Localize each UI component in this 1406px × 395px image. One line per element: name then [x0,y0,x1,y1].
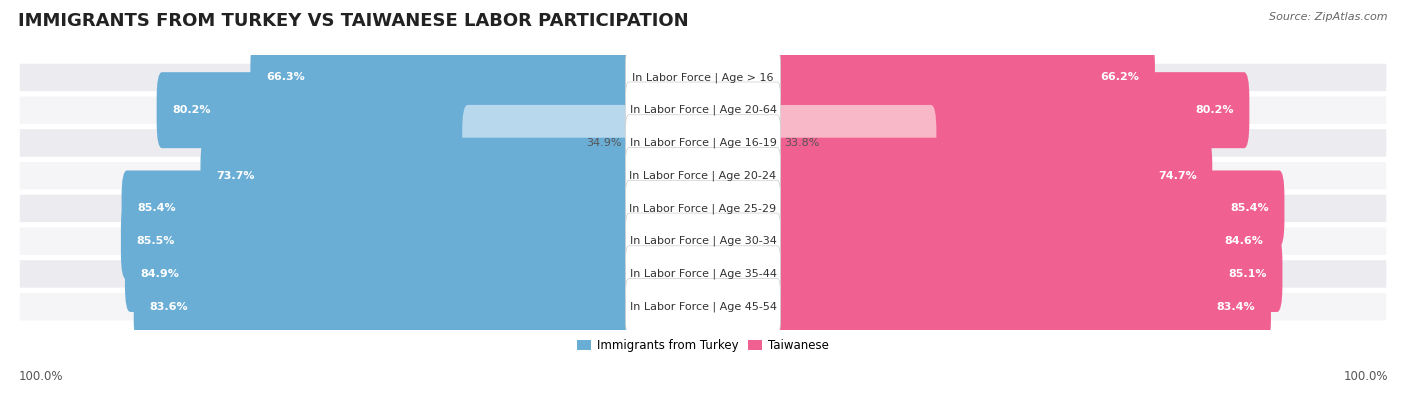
FancyBboxPatch shape [772,171,1285,246]
Text: 85.4%: 85.4% [1230,203,1268,213]
Text: 73.7%: 73.7% [217,171,254,181]
FancyBboxPatch shape [626,82,780,138]
FancyBboxPatch shape [250,40,634,115]
Legend: Immigrants from Turkey, Taiwanese: Immigrants from Turkey, Taiwanese [572,334,834,357]
FancyBboxPatch shape [772,105,936,181]
FancyBboxPatch shape [626,115,780,171]
FancyBboxPatch shape [18,128,1388,158]
Text: 100.0%: 100.0% [18,370,63,383]
FancyBboxPatch shape [18,226,1388,256]
FancyBboxPatch shape [626,49,780,105]
Text: 84.9%: 84.9% [141,269,180,279]
FancyBboxPatch shape [626,278,780,335]
Text: 84.6%: 84.6% [1225,236,1264,246]
Text: In Labor Force | Age 20-24: In Labor Force | Age 20-24 [630,171,776,181]
Text: IMMIGRANTS FROM TURKEY VS TAIWANESE LABOR PARTICIPATION: IMMIGRANTS FROM TURKEY VS TAIWANESE LABO… [18,12,689,30]
FancyBboxPatch shape [125,236,634,312]
Text: Source: ZipAtlas.com: Source: ZipAtlas.com [1270,12,1388,22]
FancyBboxPatch shape [18,62,1388,92]
Text: In Labor Force | Age 45-54: In Labor Force | Age 45-54 [630,301,776,312]
Text: 85.1%: 85.1% [1229,269,1267,279]
FancyBboxPatch shape [626,180,780,237]
Text: 33.8%: 33.8% [785,138,820,148]
Text: 66.3%: 66.3% [266,72,305,83]
Text: 66.2%: 66.2% [1101,72,1139,83]
Text: In Labor Force | Age 20-64: In Labor Force | Age 20-64 [630,105,776,115]
FancyBboxPatch shape [18,259,1388,289]
FancyBboxPatch shape [772,40,1154,115]
Text: 83.4%: 83.4% [1216,302,1256,312]
FancyBboxPatch shape [463,105,634,181]
FancyBboxPatch shape [772,236,1282,312]
FancyBboxPatch shape [626,246,780,302]
Text: 80.2%: 80.2% [172,105,211,115]
Text: In Labor Force | Age 30-34: In Labor Force | Age 30-34 [630,236,776,246]
Text: 100.0%: 100.0% [1343,370,1388,383]
FancyBboxPatch shape [772,138,1212,214]
FancyBboxPatch shape [156,72,634,148]
FancyBboxPatch shape [18,161,1388,191]
Text: 83.6%: 83.6% [149,302,188,312]
FancyBboxPatch shape [121,203,634,279]
FancyBboxPatch shape [772,203,1279,279]
Text: In Labor Force | Age 35-44: In Labor Force | Age 35-44 [630,269,776,279]
FancyBboxPatch shape [626,213,780,269]
Text: In Labor Force | Age > 16: In Labor Force | Age > 16 [633,72,773,83]
FancyBboxPatch shape [201,138,634,214]
Text: In Labor Force | Age 16-19: In Labor Force | Age 16-19 [630,138,776,148]
FancyBboxPatch shape [772,72,1250,148]
Text: In Labor Force | Age 25-29: In Labor Force | Age 25-29 [630,203,776,214]
Text: 85.5%: 85.5% [136,236,174,246]
Text: 80.2%: 80.2% [1195,105,1234,115]
FancyBboxPatch shape [626,147,780,204]
FancyBboxPatch shape [18,194,1388,224]
Text: 34.9%: 34.9% [586,138,621,148]
FancyBboxPatch shape [121,171,634,246]
FancyBboxPatch shape [772,269,1271,345]
Text: 74.7%: 74.7% [1159,171,1197,181]
Text: 85.4%: 85.4% [138,203,176,213]
FancyBboxPatch shape [18,95,1388,125]
FancyBboxPatch shape [134,269,634,345]
FancyBboxPatch shape [18,292,1388,322]
